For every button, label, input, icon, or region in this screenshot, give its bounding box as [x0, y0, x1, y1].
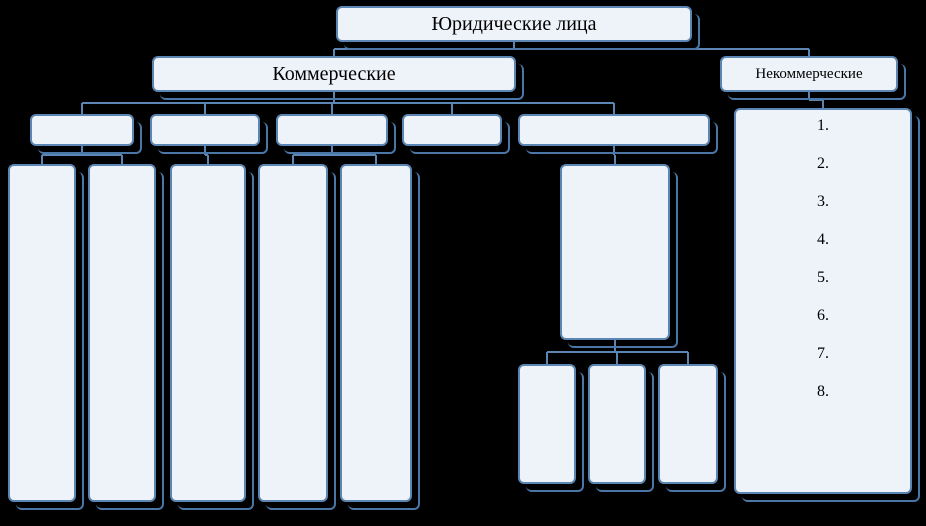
list-item: 2.	[746, 156, 900, 194]
node-label: Коммерческие	[272, 63, 395, 86]
node-c2	[150, 114, 260, 146]
node-l3b	[340, 164, 412, 502]
node-l2	[170, 164, 246, 502]
node-mid	[560, 164, 670, 340]
node-noncommercial: Некоммерческие	[720, 56, 898, 92]
node-label: Юридические лица	[431, 13, 596, 36]
list-item: 5.	[746, 270, 900, 308]
list-item: 7.	[746, 346, 900, 384]
node-c3	[276, 114, 388, 146]
node-commercial: Коммерческие	[152, 56, 516, 92]
list-item: 4.	[746, 232, 900, 270]
node-c4	[402, 114, 502, 146]
list-item: 3.	[746, 194, 900, 232]
node-l1b	[88, 164, 156, 502]
list-item: 1.	[746, 118, 900, 156]
node-b2	[588, 364, 646, 484]
node-b1	[518, 364, 576, 484]
node-l1a	[8, 164, 76, 502]
node-c5	[518, 114, 710, 146]
node-b3	[658, 364, 718, 484]
node-c1	[30, 114, 134, 146]
list-item: 8.	[746, 384, 900, 422]
node-right: 1.2.3.4.5.6.7.8.	[734, 108, 912, 494]
node-label: Некоммерческие	[755, 66, 862, 83]
node-l3a	[258, 164, 328, 502]
node-root: Юридические лица	[336, 6, 692, 42]
list-item: 6.	[746, 308, 900, 346]
